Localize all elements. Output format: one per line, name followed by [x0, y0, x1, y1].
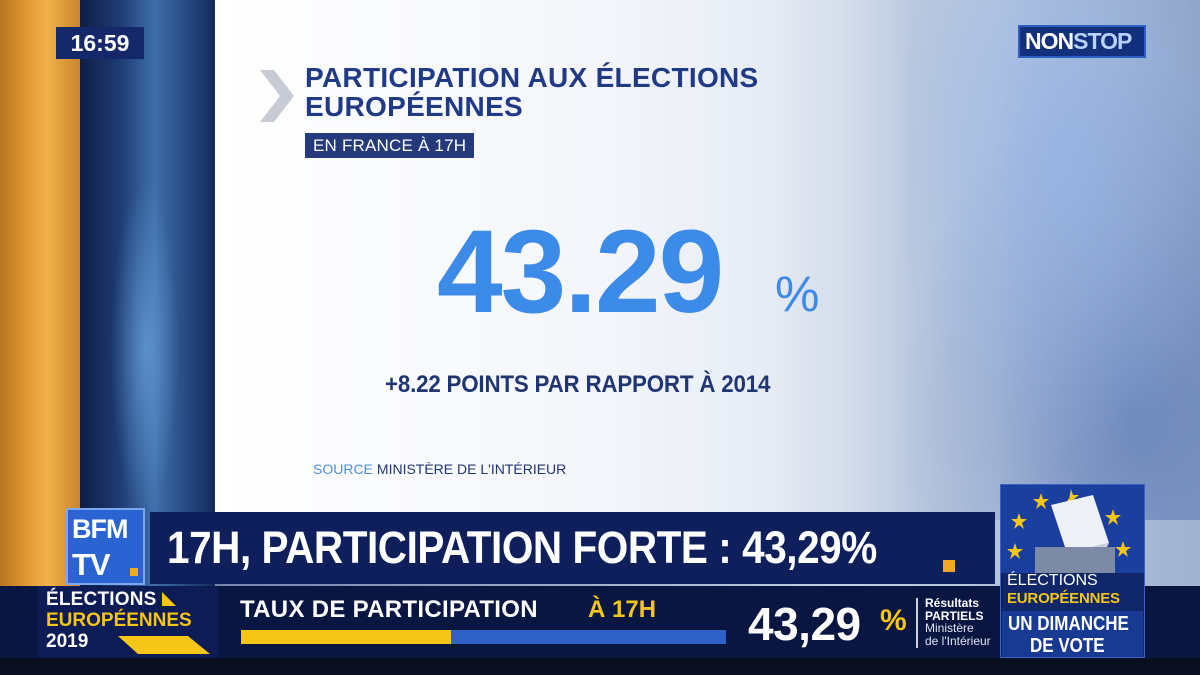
clock: 16:59	[56, 27, 144, 59]
card-title: PARTICIPATION AUX ÉLECTIONS EUROPÉENNES	[305, 62, 759, 122]
election-tag-line2: EUROPÉENNES	[46, 610, 192, 631]
results-source-line1: Ministère	[925, 621, 974, 635]
card-subtitle: EN FRANCE À 17H	[305, 133, 475, 158]
election-card-box	[1002, 611, 1143, 657]
participation-value: 43.29	[437, 206, 724, 338]
participation-delta: +8.22 POINTS PAR RAPPORT À 2014	[385, 371, 771, 398]
election-card-line3: UN DIMANCHE	[1008, 613, 1129, 635]
logo-line1: BFM	[72, 514, 128, 544]
ticker-time: À 17H	[588, 596, 657, 623]
headline-text: 17H, PARTICIPATION FORTE : 43,29%	[167, 522, 877, 573]
logo-line2: TV	[72, 547, 111, 582]
election-card-line4: DE VOTE	[1030, 635, 1105, 657]
results-title-line2: PARTIELS	[925, 609, 984, 623]
bfmtv-logo: BFM TV	[66, 508, 145, 585]
ticker-label: TAUX DE PARTICIPATION	[240, 596, 538, 623]
results-source-line2: de l'Intérieur	[925, 634, 991, 648]
source-line: SOURCE MINISTÈRE DE L'INTÉRIEUR	[313, 460, 566, 478]
election-tag-line1: ÉLECTIONS	[46, 589, 157, 610]
background-right-blur	[860, 0, 1200, 520]
election-card-line2: EUROPÉENNES	[1007, 590, 1120, 607]
headline-bar	[150, 512, 995, 584]
bottom-bar	[0, 658, 1200, 675]
yellow-sweep-decoration	[118, 636, 210, 654]
ticker-value: 43,29	[748, 598, 861, 650]
flag-icon	[162, 592, 176, 606]
nonstop-logo-part1: NON	[1025, 28, 1074, 54]
results-separator	[916, 598, 918, 648]
ballot-stars-illustration	[1001, 485, 1144, 573]
results-title-line1: Résultats	[925, 596, 980, 610]
participation-unit: %	[775, 266, 820, 322]
logo-dot	[130, 568, 138, 576]
nonstop-logo-part2: STOP	[1073, 28, 1132, 54]
election-tag-line3: 2019	[46, 631, 89, 652]
ticker-unit: %	[880, 604, 907, 637]
participation-progress-fill	[241, 630, 451, 644]
election-card-line1: ÉLECTIONS	[1007, 572, 1098, 589]
nonstop-logo: NONSTOP	[1018, 25, 1146, 58]
info-card	[215, 0, 915, 520]
chevron-right-icon	[260, 70, 294, 122]
source-text: MINISTÈRE DE L'INTÉRIEUR	[376, 461, 567, 477]
headline-dot	[943, 560, 955, 572]
source-label: SOURCE	[313, 461, 373, 477]
